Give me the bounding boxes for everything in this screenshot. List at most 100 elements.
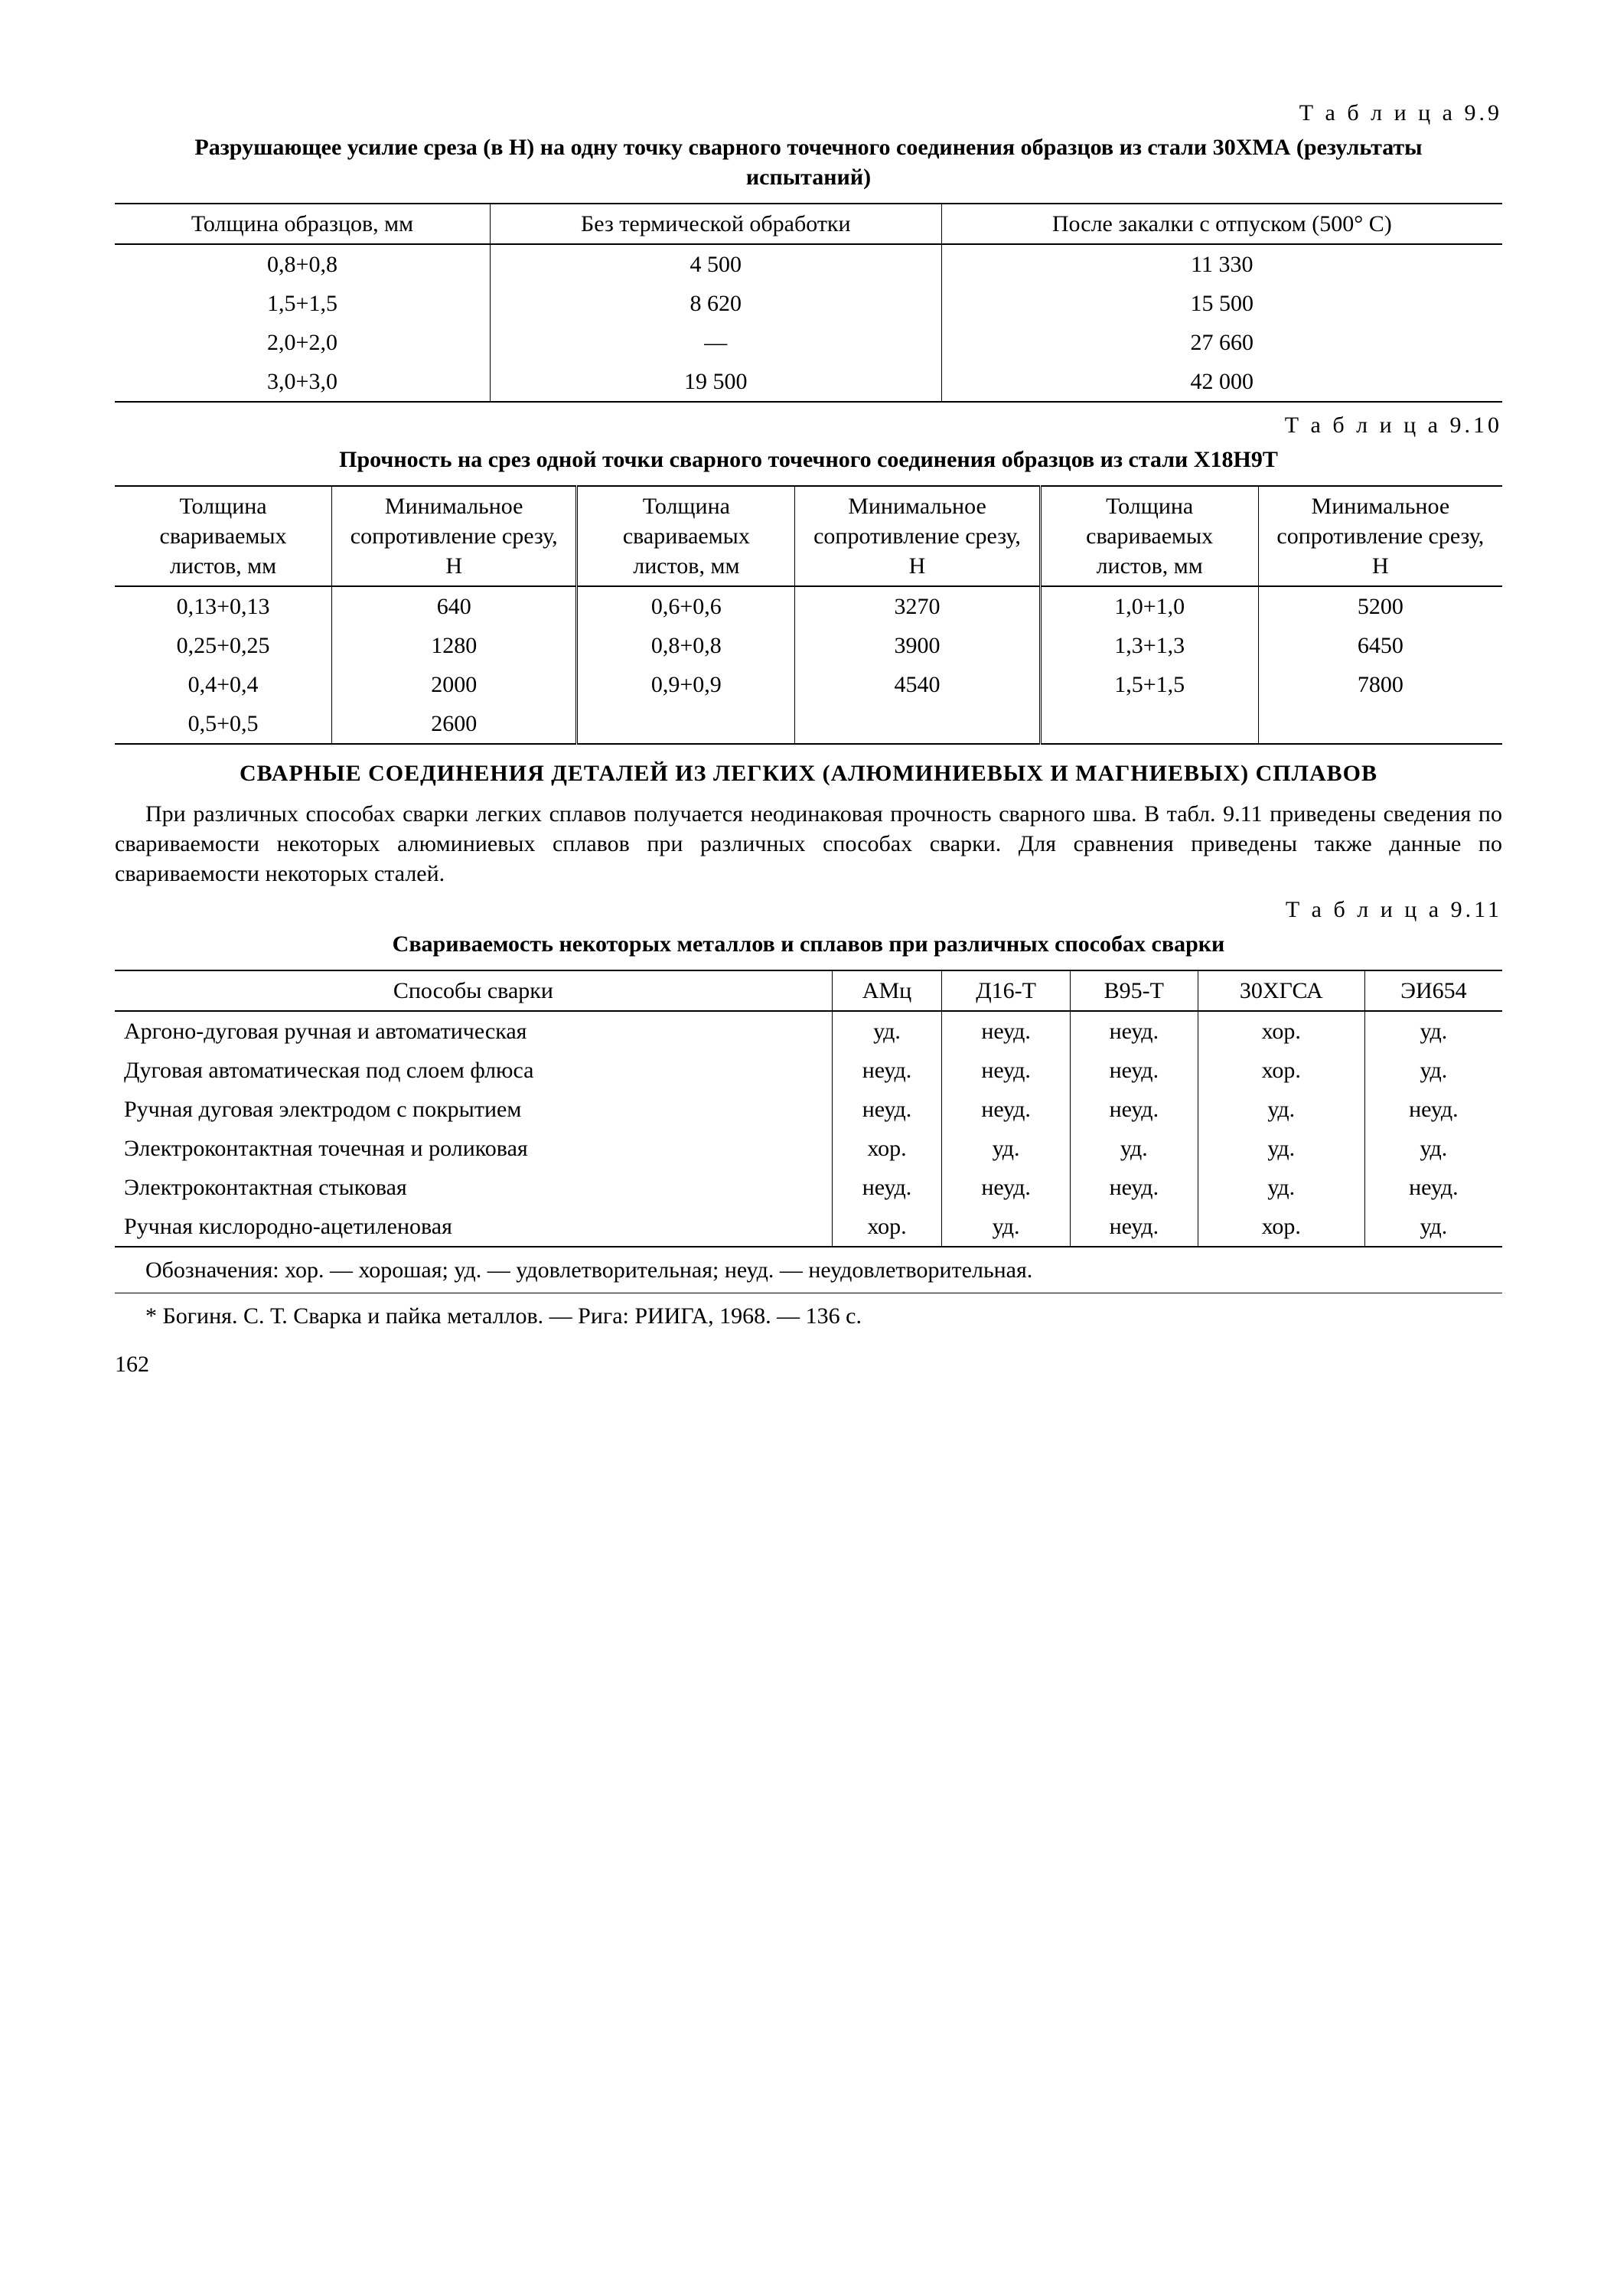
table-cell: хор. — [1198, 1207, 1364, 1247]
table-9-11-caption: Свариваемость некоторых металлов и сплав… — [184, 929, 1433, 959]
table-cell: 2000 — [332, 665, 577, 704]
table-cell: хор. — [832, 1129, 942, 1168]
table-cell: Электроконтактная стыковая — [115, 1168, 832, 1207]
table-cell — [1040, 704, 1258, 744]
table-row: 1,5+1,58 62015 500 — [115, 284, 1502, 323]
table-9-11: Способы сварки АМц Д16-Т В95-Т 30ХГСА ЭИ… — [115, 970, 1502, 1247]
table-cell: неуд. — [1070, 1090, 1198, 1129]
table-cell: 6450 — [1258, 626, 1502, 665]
table-cell: Аргоно-дуговая ручная и автоматическая — [115, 1011, 832, 1051]
footnote: * Богиня. С. Т. Сварка и пайка металлов.… — [115, 1301, 1502, 1331]
table-cell: 0,4+0,4 — [115, 665, 332, 704]
t910-h5: Минимальное сопротивление срезу, Н — [1258, 486, 1502, 586]
table-9-9-caption: Разрушающее усилие среза (в Н) на одну т… — [184, 132, 1433, 192]
t911-h0: Способы сварки — [115, 970, 832, 1011]
table-cell: неуд. — [942, 1090, 1071, 1129]
table-9-10: Толщина свариваемых листов, мм Минимальн… — [115, 485, 1502, 745]
table-cell: уд. — [1198, 1168, 1364, 1207]
table-cell: Электроконтактная точечная и роликовая — [115, 1129, 832, 1168]
table-cell: 0,25+0,25 — [115, 626, 332, 665]
table-cell: 27 660 — [941, 323, 1502, 362]
table-cell: неуд. — [832, 1051, 942, 1090]
table-cell: 11 330 — [941, 244, 1502, 284]
t910-h3: Минимальное сопротивление срезу, Н — [795, 486, 1040, 586]
table-cell — [1258, 704, 1502, 744]
table-cell: неуд. — [942, 1168, 1071, 1207]
t910-h2: Толщина свариваемых листов, мм — [577, 486, 795, 586]
table-cell: уд. — [1198, 1129, 1364, 1168]
table-cell: 1,0+1,0 — [1040, 586, 1258, 626]
table-cell: 5200 — [1258, 586, 1502, 626]
t910-h0: Толщина свариваемых листов, мм — [115, 486, 332, 586]
t99-h1: Без термической обработки — [491, 204, 942, 244]
table-9-9-label: Т а б л и ц а 9.9 — [115, 98, 1502, 128]
t99-h0: Толщина образцов, мм — [115, 204, 491, 244]
t99-h2: После закалки с отпуском (500° С) — [941, 204, 1502, 244]
table-cell: 4 500 — [491, 244, 942, 284]
table-cell — [795, 704, 1040, 744]
table-cell: хор. — [832, 1207, 942, 1247]
table-cell: неуд. — [1070, 1207, 1198, 1247]
table-row: Дуговая автоматическая под слоем флюсане… — [115, 1051, 1502, 1090]
table-cell: 0,8+0,8 — [115, 244, 491, 284]
table-row: 2,0+2,0—27 660 — [115, 323, 1502, 362]
table-9-11-label: Т а б л и ц а 9.11 — [115, 895, 1502, 925]
table-cell: 3,0+3,0 — [115, 362, 491, 402]
table-cell: уд. — [942, 1207, 1071, 1247]
table-cell: 15 500 — [941, 284, 1502, 323]
table-cell — [577, 704, 795, 744]
table-row: 3,0+3,019 50042 000 — [115, 362, 1502, 402]
table-cell: 0,5+0,5 — [115, 704, 332, 744]
table-cell: 1,5+1,5 — [1040, 665, 1258, 704]
table-row: Электроконтактная стыковаянеуд.неуд.неуд… — [115, 1168, 1502, 1207]
t911-h4: 30ХГСА — [1198, 970, 1364, 1011]
table-cell: 1280 — [332, 626, 577, 665]
table-cell: 640 — [332, 586, 577, 626]
table-row: Электроконтактная точечная и роликоваяхо… — [115, 1129, 1502, 1168]
table-row: Ручная дуговая электродом с покрытиемнеу… — [115, 1090, 1502, 1129]
table-cell: 8 620 — [491, 284, 942, 323]
table-cell: неуд. — [1070, 1011, 1198, 1051]
table-cell: уд. — [1364, 1129, 1502, 1168]
table-cell: Ручная кислородно-ацетиленовая — [115, 1207, 832, 1247]
table-9-9: Толщина образцов, мм Без термической обр… — [115, 203, 1502, 403]
table-cell: 1,3+1,3 — [1040, 626, 1258, 665]
t910-h1: Минимальное сопротивление срезу, Н — [332, 486, 577, 586]
t910-h4: Толщина свариваемых листов, мм — [1040, 486, 1258, 586]
table-cell: 19 500 — [491, 362, 942, 402]
table-cell: уд. — [942, 1129, 1071, 1168]
table-cell: неуд. — [1364, 1168, 1502, 1207]
table-cell: 0,9+0,9 — [577, 665, 795, 704]
body-paragraph: При различных способах сварки легких спл… — [115, 799, 1502, 889]
table-cell: неуд. — [1070, 1168, 1198, 1207]
table-cell: 1,5+1,5 — [115, 284, 491, 323]
table-cell: 7800 — [1258, 665, 1502, 704]
table-cell: — — [491, 323, 942, 362]
page-number: 162 — [115, 1349, 1502, 1379]
table-cell: хор. — [1198, 1011, 1364, 1051]
table-row: 0,5+0,52600 — [115, 704, 1502, 744]
table-cell: 3900 — [795, 626, 1040, 665]
table-cell: 0,8+0,8 — [577, 626, 795, 665]
t911-h1: АМц — [832, 970, 942, 1011]
table-cell: 3270 — [795, 586, 1040, 626]
table-cell: неуд. — [1364, 1090, 1502, 1129]
table-cell: 42 000 — [941, 362, 1502, 402]
table-cell: Ручная дуговая электродом с покрытием — [115, 1090, 832, 1129]
table-cell: неуд. — [1070, 1051, 1198, 1090]
table-9-10-caption: Прочность на срез одной точки сварного т… — [184, 445, 1433, 475]
table-cell: 0,13+0,13 — [115, 586, 332, 626]
table-row: Аргоно-дуговая ручная и автоматическаяуд… — [115, 1011, 1502, 1051]
table-cell: неуд. — [832, 1090, 942, 1129]
table-row: 0,13+0,136400,6+0,632701,0+1,05200 — [115, 586, 1502, 626]
table-row: 0,8+0,84 50011 330 — [115, 244, 1502, 284]
table-cell: уд. — [1364, 1051, 1502, 1090]
table-cell: уд. — [1364, 1207, 1502, 1247]
table-9-10-label: Т а б л и ц а 9.10 — [115, 410, 1502, 440]
table-cell: Дуговая автоматическая под слоем флюса — [115, 1051, 832, 1090]
table-cell: 4540 — [795, 665, 1040, 704]
table-cell: 2,0+2,0 — [115, 323, 491, 362]
table-cell: 0,6+0,6 — [577, 586, 795, 626]
t911-h3: В95-Т — [1070, 970, 1198, 1011]
table-row: 0,4+0,420000,9+0,945401,5+1,57800 — [115, 665, 1502, 704]
